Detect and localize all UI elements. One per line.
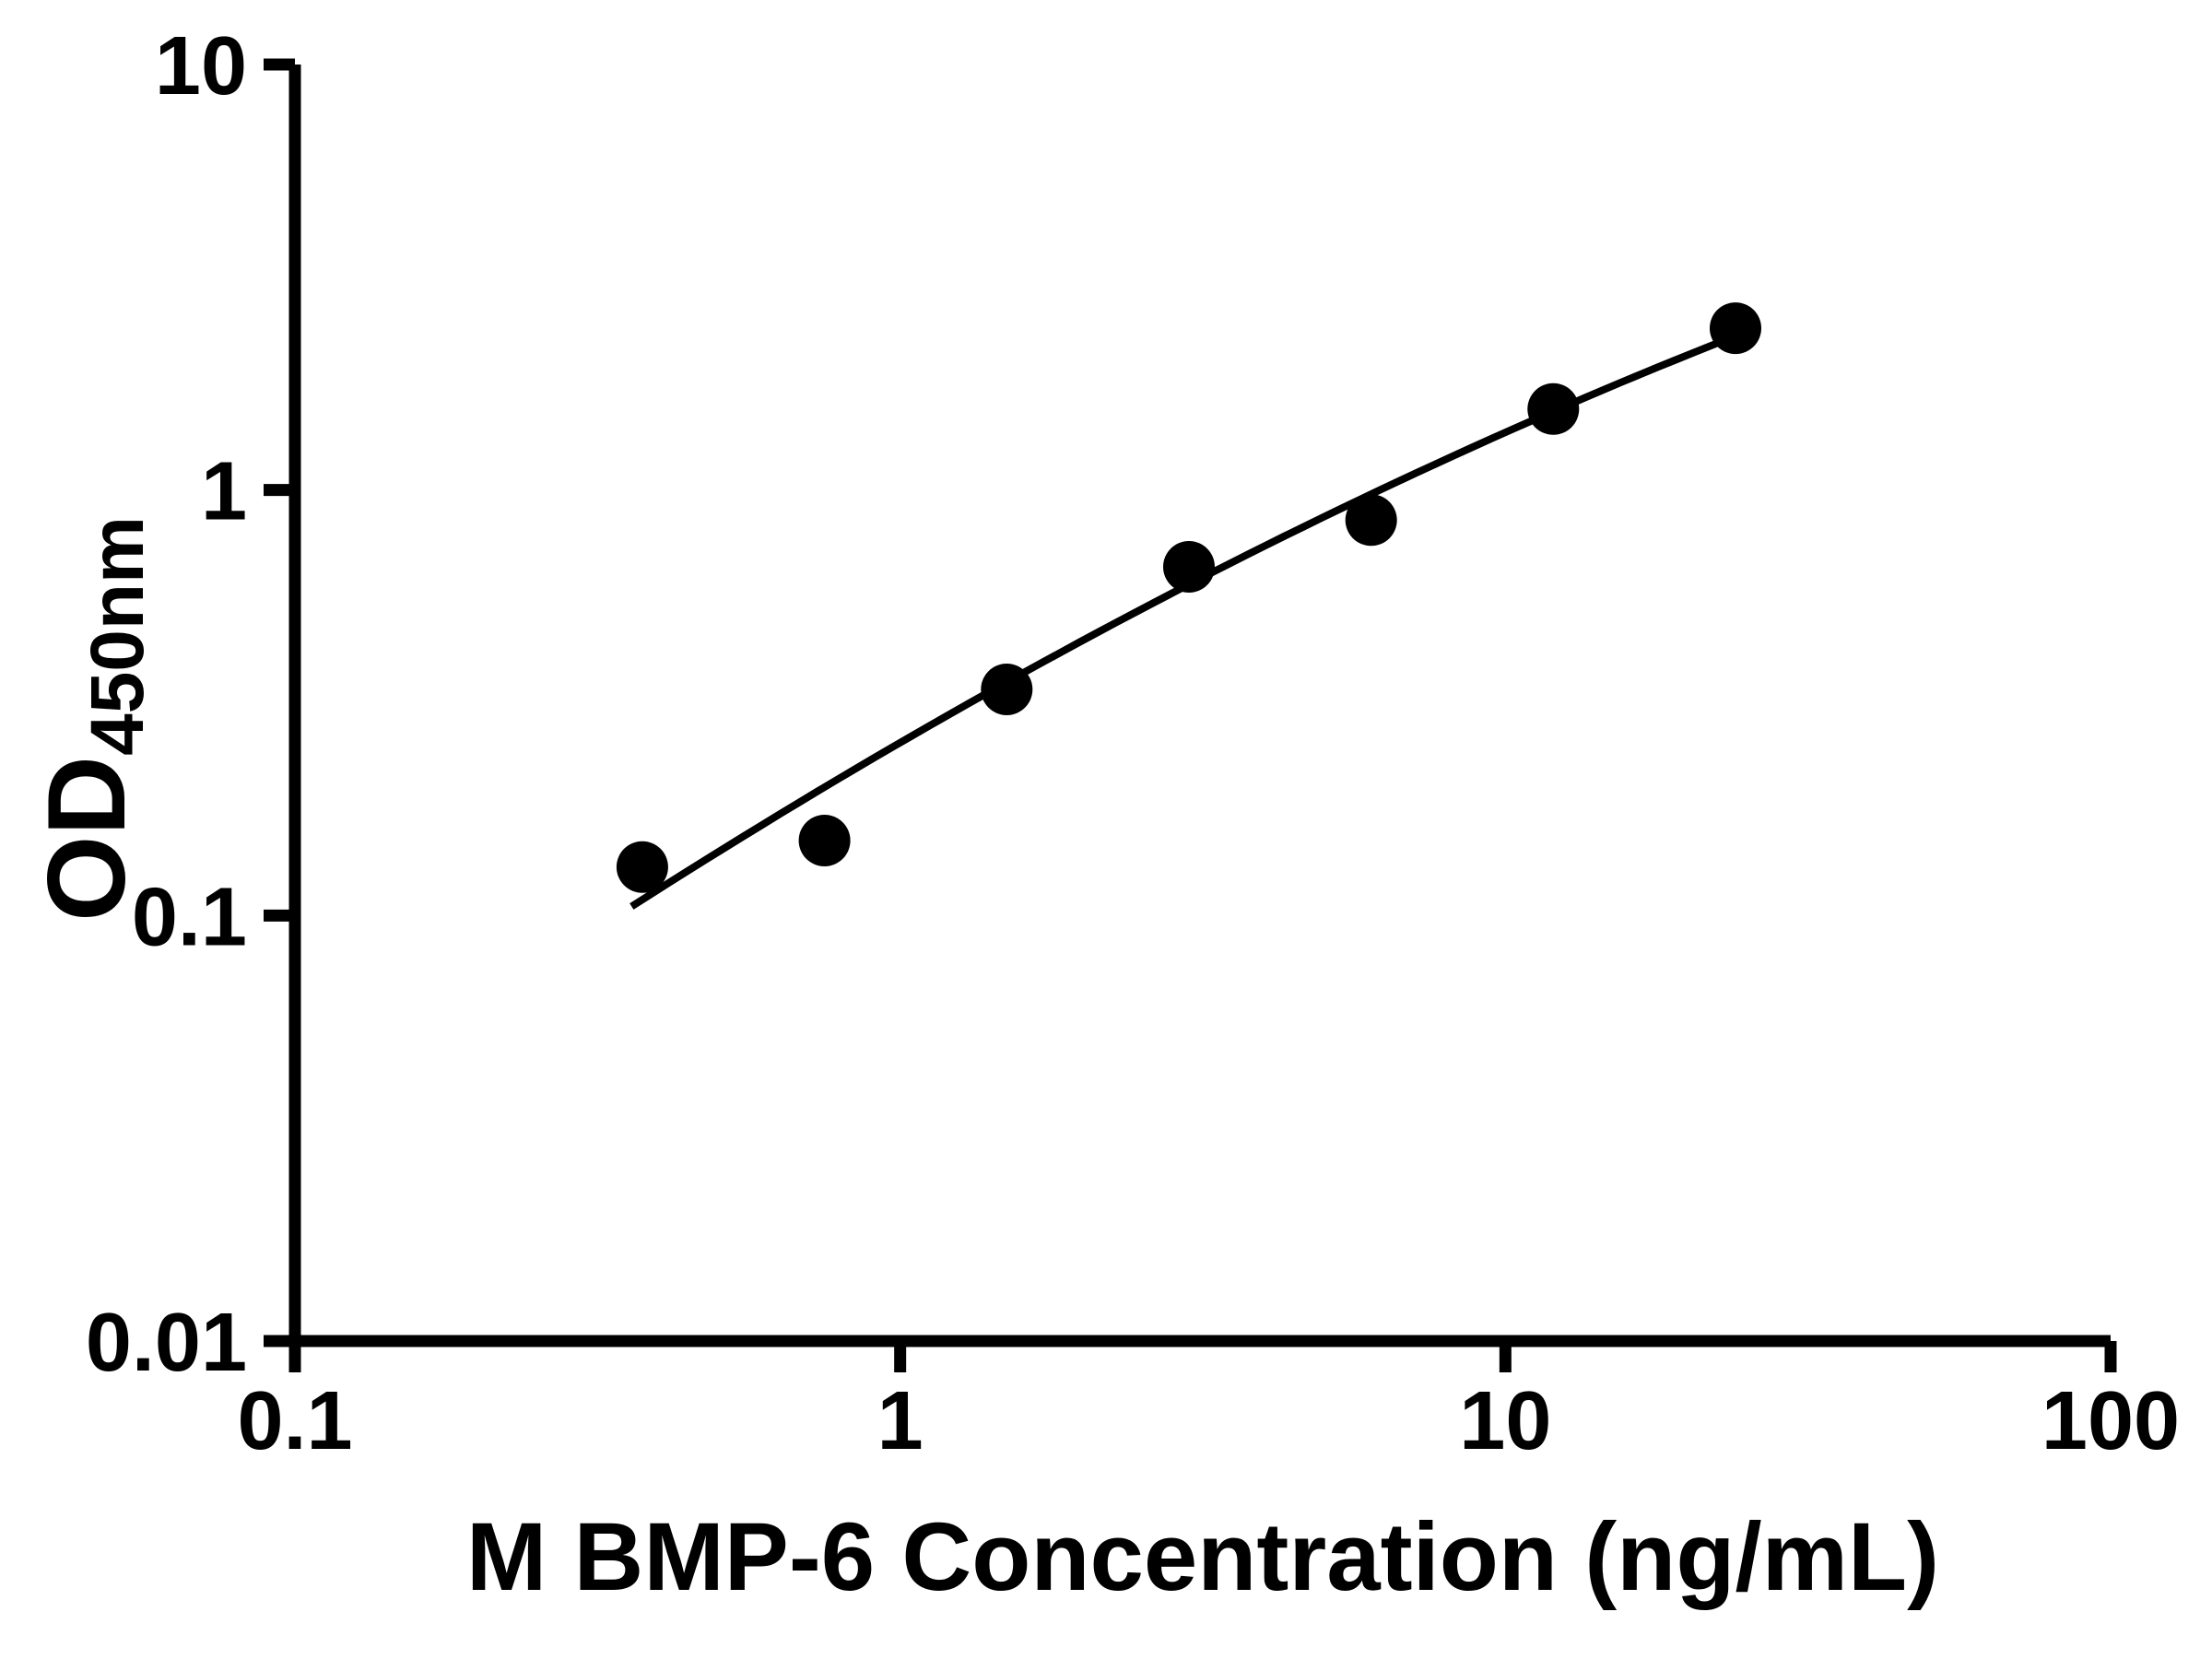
data-point <box>1345 494 1397 547</box>
data-point <box>616 841 668 893</box>
y-tick-label: 0.1 <box>132 871 247 963</box>
axis-frame <box>288 65 2111 1347</box>
y-axis-title-subscript: 450nm <box>76 516 159 756</box>
data-point <box>981 664 1033 715</box>
x-tick-label: 100 <box>2041 1375 2180 1467</box>
x-tick-label: 0.1 <box>237 1375 352 1467</box>
y-tick-label: 0.01 <box>86 1297 247 1389</box>
data-point <box>1163 541 1215 593</box>
data-point <box>798 815 851 866</box>
y-axis-title: OD450nm <box>25 516 159 922</box>
y-axis-title-main: OD <box>25 756 148 922</box>
fit-line <box>629 325 1753 910</box>
x-tick-label: 10 <box>1459 1375 1551 1467</box>
x-tick-label: 1 <box>877 1375 924 1467</box>
x-axis-title: M BMP-6 Concentration (ng/mL) <box>466 1503 1939 1611</box>
data-point <box>1527 382 1580 435</box>
y-tick-label: 1 <box>201 446 247 538</box>
data-point <box>1710 302 1761 355</box>
y-tick-label: 10 <box>155 20 247 112</box>
